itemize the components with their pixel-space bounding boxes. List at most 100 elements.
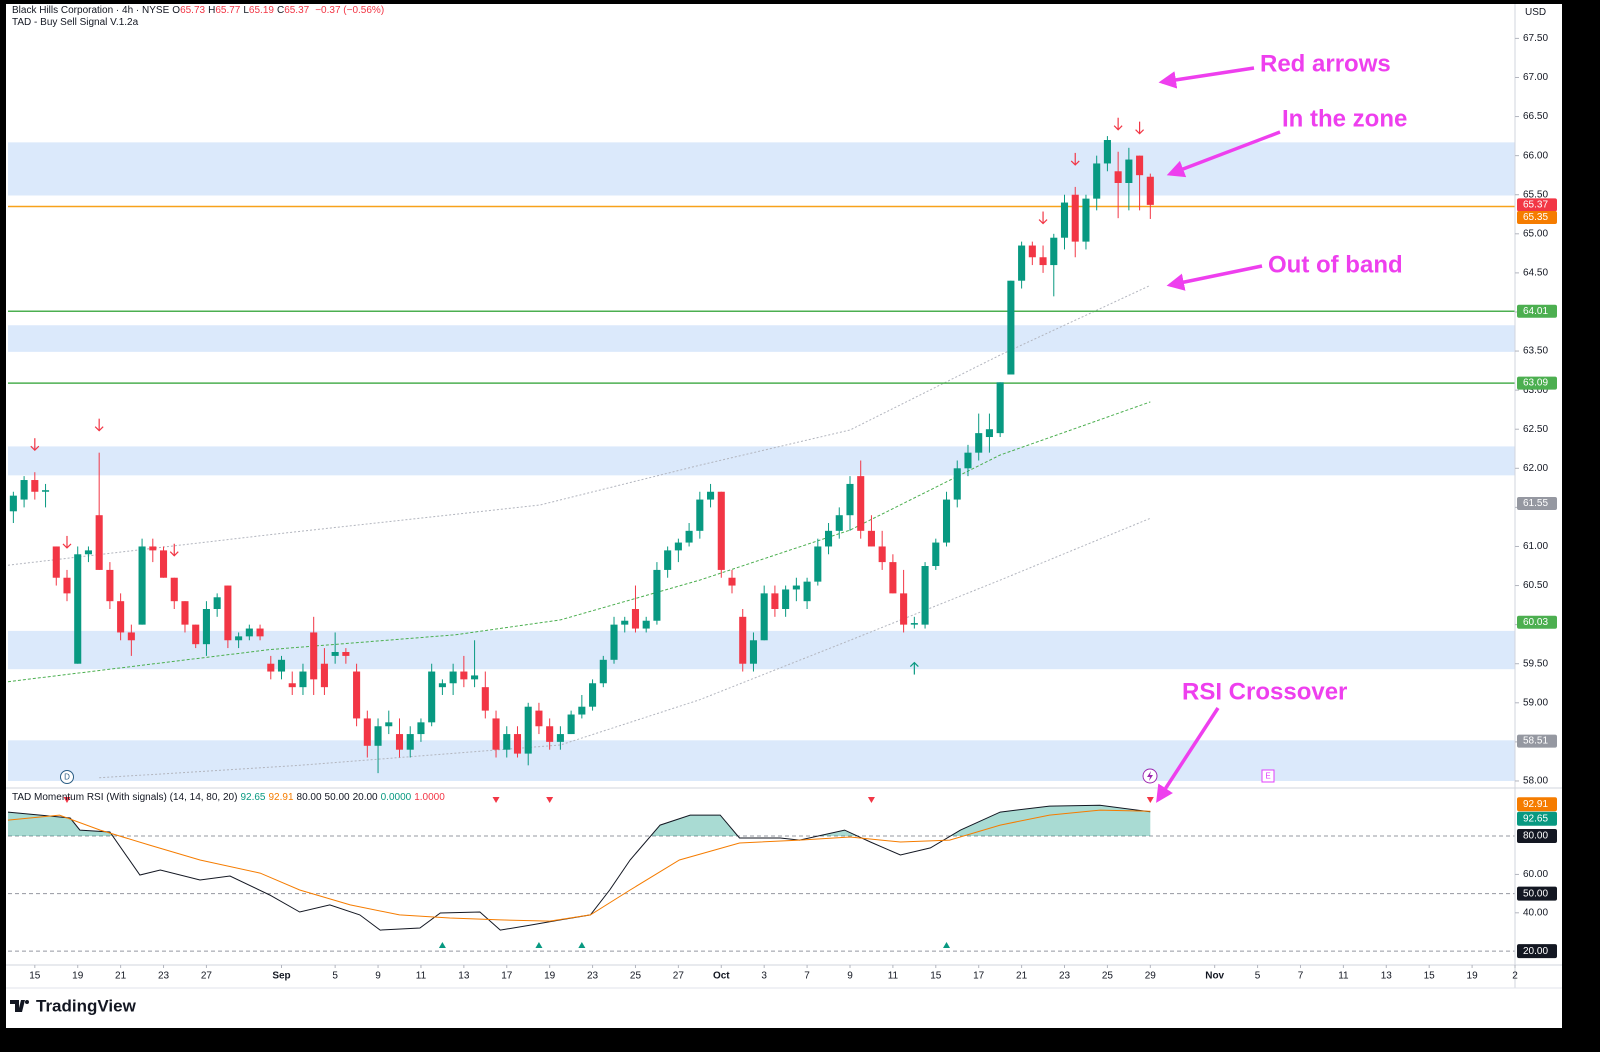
candle-body	[117, 601, 125, 633]
candle-body	[567, 714, 575, 735]
candle-body	[52, 546, 60, 578]
candle-body	[889, 562, 897, 594]
legend-value: 0.0000	[380, 792, 412, 803]
rsi-buy-signal	[943, 942, 951, 948]
candle-body	[471, 675, 479, 680]
level-tag	[1517, 886, 1557, 901]
y-tick-label: 66.00	[1523, 150, 1548, 161]
candle-body	[331, 651, 339, 656]
candle-body	[653, 569, 661, 621]
candle-body	[1007, 280, 1015, 375]
currency-label: USD	[1525, 7, 1547, 18]
y-tick-label: 63.00	[1523, 385, 1548, 396]
candle-body	[288, 683, 296, 688]
lightning-icon	[1147, 771, 1153, 781]
legend-value: 80.00	[296, 792, 322, 803]
candle-body	[192, 624, 200, 645]
x-tick-label: 9	[847, 971, 853, 982]
x-tick-label: 7	[804, 971, 810, 982]
y-tick-label: 66.50	[1523, 111, 1548, 122]
candle-body	[900, 593, 908, 625]
candle-body	[267, 663, 275, 672]
legend-value: 65.37	[284, 5, 310, 16]
candle-body	[181, 601, 189, 625]
candle-body	[342, 651, 350, 656]
annotation-arrow	[1166, 264, 1263, 291]
candle-body	[460, 671, 468, 680]
x-tick-label: 9	[375, 971, 381, 982]
legend-value: 92.91	[268, 792, 294, 803]
price-tag-label: 61.55	[1523, 498, 1548, 509]
candle-body	[803, 581, 811, 602]
candle-body	[385, 722, 393, 727]
candle-body	[782, 589, 790, 610]
candle-body	[685, 530, 693, 543]
price-tag	[1517, 304, 1557, 318]
dividend-marker[interactable]	[60, 770, 74, 784]
rsi-sell-signal	[867, 797, 875, 803]
level-tag-label: 20.00	[1523, 946, 1548, 957]
candle-body	[535, 710, 543, 727]
candle-body	[1093, 163, 1101, 199]
level-tag-label: 50.00	[1523, 888, 1548, 899]
level-tag	[1517, 944, 1557, 959]
candle-body	[621, 620, 629, 625]
candle-body	[481, 687, 489, 711]
candle-body	[213, 597, 221, 610]
annotation: In the zone	[1282, 105, 1407, 132]
candle-body	[824, 530, 833, 547]
dividend-marker-label: D	[64, 773, 70, 782]
y-tick-label: 60.50	[1523, 580, 1548, 591]
candle-body	[846, 483, 854, 516]
annotation-arrow	[1158, 66, 1255, 89]
annotation: Out of band	[1268, 251, 1403, 278]
annotation: RSI Crossover	[1182, 678, 1347, 705]
candle-body	[363, 718, 371, 746]
price-tag-label: 60.03	[1523, 617, 1548, 628]
x-tick-label: 15	[1424, 971, 1436, 982]
sell-arrow-head	[62, 543, 72, 549]
x-tick-label: 19	[72, 971, 84, 982]
y-tick-label: 58.00	[1523, 776, 1548, 787]
y-tick-label: 40.00	[1523, 907, 1548, 918]
buy-arrow-head	[909, 661, 919, 667]
candle-body	[1028, 245, 1036, 258]
candle-body	[310, 632, 318, 680]
candle-body	[438, 683, 446, 688]
candle-body	[749, 640, 757, 664]
y-tick-label: 59.00	[1523, 697, 1548, 708]
candle-body	[245, 628, 253, 637]
value-tag	[1517, 797, 1557, 812]
rsi-buy-signal	[438, 942, 446, 948]
rsi-sell-signal	[1146, 797, 1154, 803]
candle-body	[1039, 257, 1047, 266]
x-tick-label: 2	[1512, 971, 1518, 982]
buy-arrow	[909, 661, 919, 675]
candle-body	[556, 734, 564, 742]
chart-frame: 58.0058.5059.0059.5060.0060.5061.0061.50…	[6, 4, 1562, 1028]
value-tag-label: 92.91	[1523, 799, 1548, 810]
candle-body	[1136, 155, 1144, 176]
x-tick-label: 15	[29, 971, 41, 982]
candle-body	[857, 476, 865, 531]
price-tag	[1517, 734, 1557, 748]
earnings-marker[interactable]	[1261, 769, 1275, 783]
candle-body	[631, 609, 640, 629]
price-tag-label: 65.35	[1523, 212, 1548, 223]
legend-value: 20.00	[352, 792, 378, 803]
sell-arrow	[169, 543, 179, 557]
earnings-marker-label: E	[1265, 772, 1270, 781]
rsi-header: TAD Momentum RSI (With signals) (14, 14,…	[12, 792, 451, 803]
candle-body	[106, 569, 114, 602]
sell-arrow-head	[1038, 219, 1048, 225]
candle-body	[277, 659, 286, 672]
candle-body	[728, 577, 736, 586]
candle-body	[1103, 140, 1111, 164]
candle-body	[717, 491, 725, 570]
candle-body	[546, 726, 554, 742]
candle-body	[975, 433, 983, 453]
x-tick-label: 21	[115, 971, 127, 982]
y-tick-label: 59.50	[1523, 658, 1548, 669]
sell-arrow	[1113, 117, 1123, 131]
